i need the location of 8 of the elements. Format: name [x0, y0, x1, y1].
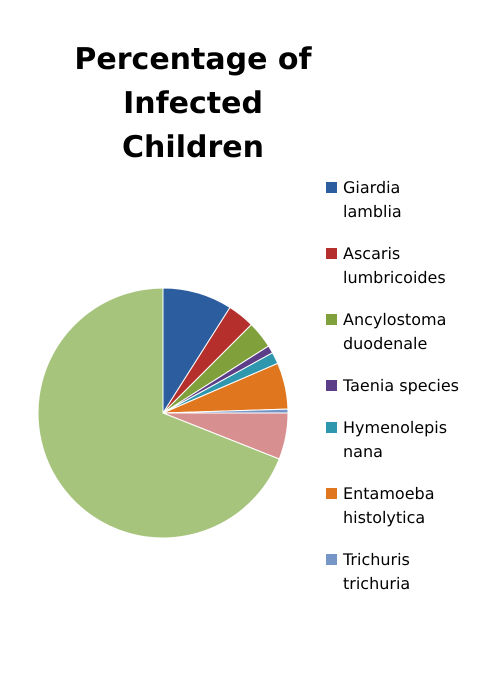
legend-label: Trichuris trichuria	[343, 549, 412, 595]
legend-label: Hymenolepis nana	[343, 417, 448, 463]
chart-title: Percentage of Infected Children	[73, 41, 313, 167]
legend-label: Taenia species	[343, 375, 460, 397]
legend-label: Ancylostoma duodenale	[343, 309, 448, 355]
legend-label: Ascaris lumbricoides	[343, 243, 447, 289]
legend-label: Giardia lamblia	[343, 177, 403, 223]
legend-label: Entamoeba histolytica	[343, 483, 436, 529]
